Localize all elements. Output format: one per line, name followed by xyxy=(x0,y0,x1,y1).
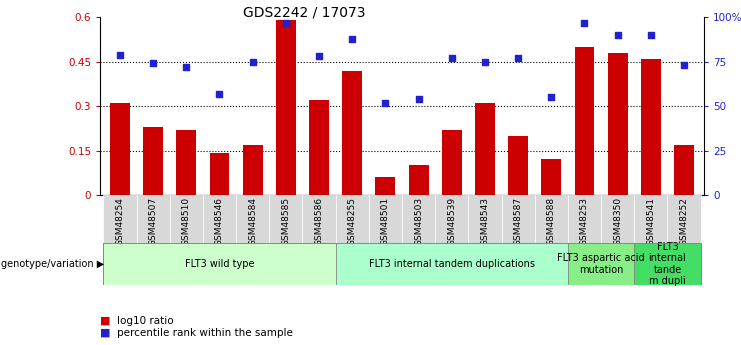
Bar xyxy=(336,243,568,285)
Point xyxy=(545,95,557,100)
Bar xyxy=(435,195,468,243)
Point xyxy=(346,36,358,41)
Bar xyxy=(475,103,495,195)
Bar xyxy=(309,100,329,195)
Text: FLT3
internal
tande
m dupli: FLT3 internal tande m dupli xyxy=(648,241,686,286)
Text: FLT3 aspartic acid
mutation: FLT3 aspartic acid mutation xyxy=(557,253,645,275)
Text: log10 ratio: log10 ratio xyxy=(117,316,173,326)
Bar xyxy=(601,195,634,243)
Text: GSM48503: GSM48503 xyxy=(414,197,423,246)
Text: GSM48539: GSM48539 xyxy=(448,197,456,246)
Text: GSM48585: GSM48585 xyxy=(282,197,290,246)
Bar xyxy=(608,53,628,195)
Bar xyxy=(502,195,535,243)
Bar xyxy=(542,159,561,195)
Point xyxy=(313,53,325,59)
Bar xyxy=(442,130,462,195)
Text: GSM48587: GSM48587 xyxy=(514,197,522,246)
Bar xyxy=(136,195,170,243)
Bar xyxy=(176,130,196,195)
Bar xyxy=(574,47,594,195)
Bar xyxy=(641,59,661,195)
Bar xyxy=(110,103,130,195)
Bar xyxy=(336,195,369,243)
Text: percentile rank within the sample: percentile rank within the sample xyxy=(117,328,293,338)
Text: GSM48584: GSM48584 xyxy=(248,197,257,246)
Text: FLT3 internal tandem duplications: FLT3 internal tandem duplications xyxy=(369,259,535,269)
Text: GSM48588: GSM48588 xyxy=(547,197,556,246)
Bar xyxy=(634,243,701,285)
Point xyxy=(379,100,391,105)
Bar xyxy=(634,195,668,243)
Text: GSM48541: GSM48541 xyxy=(646,197,655,246)
Bar xyxy=(402,195,435,243)
Text: GSM48255: GSM48255 xyxy=(348,197,356,246)
Bar xyxy=(674,145,694,195)
Point xyxy=(413,96,425,102)
Text: GSM48586: GSM48586 xyxy=(314,197,324,246)
Point xyxy=(180,64,192,70)
Point xyxy=(147,61,159,66)
Text: GSM48507: GSM48507 xyxy=(149,197,158,246)
Point xyxy=(512,55,524,61)
Bar xyxy=(408,165,428,195)
Text: genotype/variation ▶: genotype/variation ▶ xyxy=(1,259,104,269)
Point xyxy=(280,20,292,25)
Bar xyxy=(508,136,528,195)
Bar xyxy=(236,195,269,243)
Point xyxy=(247,59,259,65)
Bar xyxy=(668,195,701,243)
Text: GSM48510: GSM48510 xyxy=(182,197,191,246)
Text: GSM48350: GSM48350 xyxy=(613,197,622,246)
Point xyxy=(678,62,690,68)
Bar xyxy=(568,243,634,285)
Point xyxy=(579,20,591,25)
Point xyxy=(213,91,225,96)
Bar xyxy=(103,195,136,243)
Text: FLT3 wild type: FLT3 wild type xyxy=(185,259,254,269)
Text: GDS2242 / 17073: GDS2242 / 17073 xyxy=(242,5,365,19)
Point xyxy=(446,55,458,61)
Point xyxy=(479,59,491,65)
Bar xyxy=(468,195,502,243)
Bar xyxy=(302,195,336,243)
Text: GSM48253: GSM48253 xyxy=(580,197,589,246)
Bar xyxy=(269,195,302,243)
Text: GSM48501: GSM48501 xyxy=(381,197,390,246)
Bar xyxy=(342,71,362,195)
Bar xyxy=(568,195,601,243)
Bar xyxy=(243,145,262,195)
Text: GSM48252: GSM48252 xyxy=(679,197,688,246)
Point xyxy=(645,32,657,38)
Bar xyxy=(376,177,396,195)
Point xyxy=(612,32,624,38)
Text: ■: ■ xyxy=(100,328,110,338)
Text: ■: ■ xyxy=(100,316,110,326)
Bar xyxy=(369,195,402,243)
Bar xyxy=(143,127,163,195)
Text: GSM48254: GSM48254 xyxy=(116,197,124,246)
Bar xyxy=(203,195,236,243)
Bar xyxy=(103,243,336,285)
Bar xyxy=(535,195,568,243)
Text: GSM48543: GSM48543 xyxy=(480,197,490,246)
Bar xyxy=(276,20,296,195)
Bar xyxy=(170,195,203,243)
Text: GSM48546: GSM48546 xyxy=(215,197,224,246)
Bar xyxy=(210,154,230,195)
Point xyxy=(114,52,126,57)
